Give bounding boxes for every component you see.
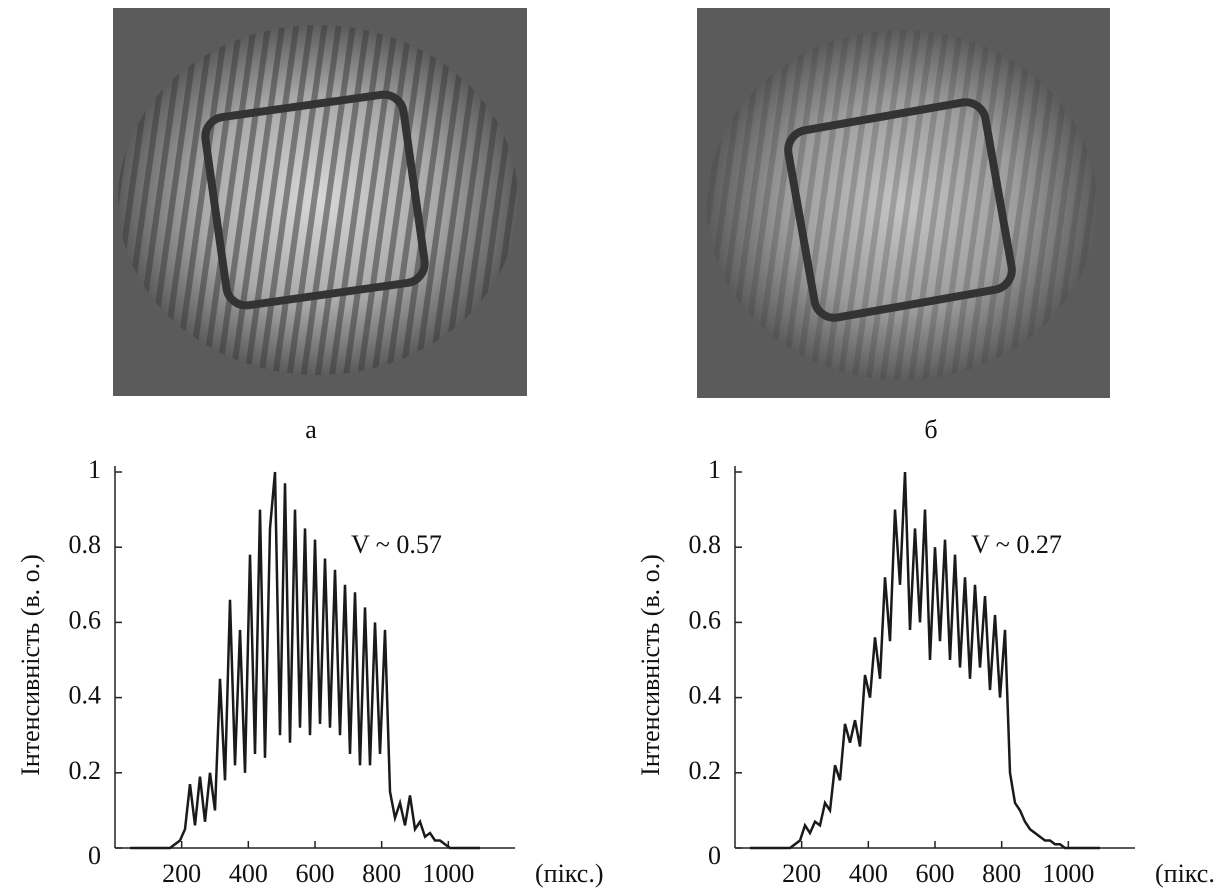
- y-tick-label: 0.2: [689, 756, 722, 785]
- x-tick-label: 1000: [1042, 859, 1094, 888]
- intensity-line: [130, 471, 480, 850]
- y-tick-label: 1: [708, 455, 721, 484]
- x-tick-label: 600: [296, 859, 335, 888]
- panel-label: а: [305, 415, 317, 444]
- y-tick-label: 0.8: [689, 530, 722, 559]
- x-tick-label: 800: [982, 859, 1021, 888]
- y-tick-label: 0.4: [69, 681, 102, 710]
- y-tick-label: 0: [708, 841, 721, 870]
- x-tick-label: 600: [916, 859, 955, 888]
- y-tick-label: 0.6: [69, 605, 102, 634]
- y-axis-label: Інтенсивність (в. о.): [636, 554, 665, 776]
- intensity-line: [750, 471, 1100, 850]
- x-tick-label: 1000: [422, 859, 474, 888]
- annotation: V ~ 0.27: [971, 530, 1062, 559]
- annotation: V ~ 0.57: [351, 530, 442, 559]
- x-tick-label: 200: [162, 859, 201, 888]
- x-axis-label: (пікс.): [1155, 859, 1215, 888]
- x-tick-label: 800: [362, 859, 401, 888]
- y-tick-label: 0.8: [69, 530, 102, 559]
- panel-label: б: [924, 415, 937, 444]
- speckle-image-a: [113, 8, 527, 396]
- y-tick-label: 0.2: [69, 756, 102, 785]
- y-tick-label: 0.4: [689, 681, 722, 710]
- y-tick-label: 1: [88, 455, 101, 484]
- y-tick-label: 0: [88, 841, 101, 870]
- speckle-image-b: [697, 8, 1110, 398]
- x-tick-label: 400: [849, 859, 888, 888]
- x-tick-label: 200: [782, 859, 821, 888]
- y-tick-label: 0.6: [689, 605, 722, 634]
- x-axis-label: (пікс.): [535, 859, 603, 888]
- y-axis-label: Інтенсивність (в. о.): [16, 554, 45, 776]
- x-tick-label: 400: [229, 859, 268, 888]
